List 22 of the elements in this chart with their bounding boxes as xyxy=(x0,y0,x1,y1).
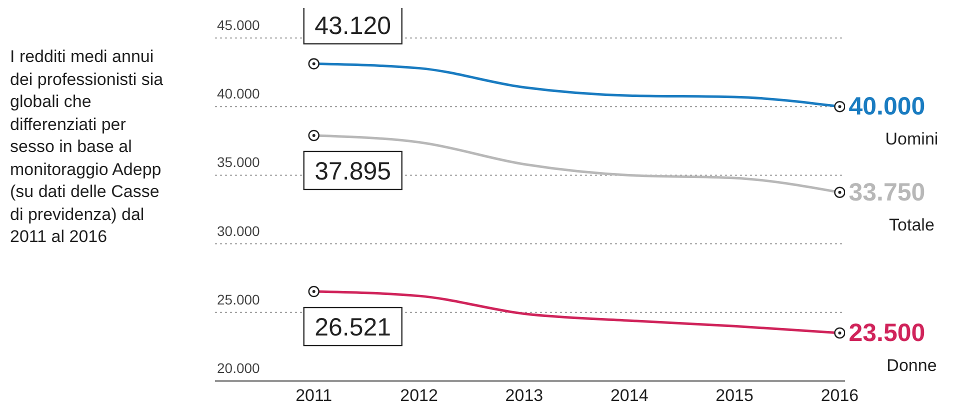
y-tick-label: 40.000 xyxy=(217,86,260,102)
x-tick-label: 2016 xyxy=(820,386,859,406)
text: Uomini xyxy=(885,130,938,149)
data-label: 26.521 xyxy=(314,314,392,342)
data-label: 43.120 xyxy=(314,12,392,40)
text: Donne xyxy=(886,356,937,375)
y-tick-label: 35.000 xyxy=(217,154,260,170)
x-tick-label: 2011 xyxy=(296,386,332,406)
data-label: 33.750 xyxy=(848,178,926,206)
text: Totale xyxy=(889,215,934,234)
data-label: 40.000 xyxy=(848,92,926,121)
data-label: 37.895 xyxy=(314,157,392,186)
text: I redditi medi annui dei professionisti sia globali che differenziati per sesso in base al monitoraggio Adepp (su dati delle Casse di previdenza) dal 2011 al 2016 xyxy=(10,47,164,246)
x-tick-label: 2013 xyxy=(505,386,544,406)
y-tick-label: 25.000 xyxy=(217,291,260,308)
y-tick-label: 20.000 xyxy=(217,360,260,376)
data-label: 23.500 xyxy=(848,318,926,347)
x-tick-label: 2012 xyxy=(400,386,438,406)
x-tick-label: 2014 xyxy=(610,386,648,406)
x-tick-label: 2015 xyxy=(716,386,754,406)
y-tick-label: 30.000 xyxy=(217,222,260,239)
y-tick-label: 45.000 xyxy=(217,17,260,33)
